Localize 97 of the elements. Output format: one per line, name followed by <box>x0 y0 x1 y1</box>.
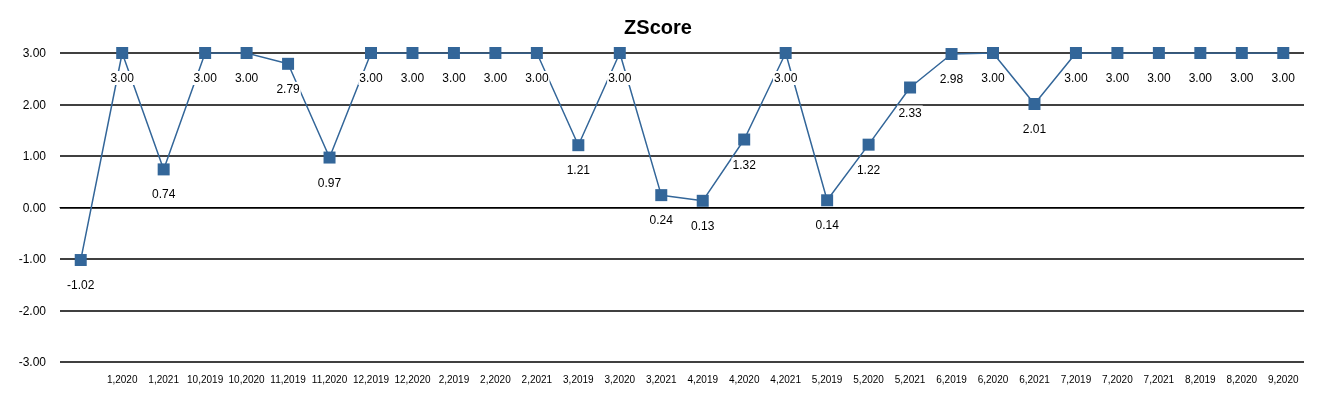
point <box>696 194 709 207</box>
x-tick-label: 5,2020 <box>853 373 885 385</box>
x-tick-label: 1,2021 <box>148 373 180 385</box>
point <box>489 47 502 59</box>
x-tick-label: 2,2019 <box>438 373 470 385</box>
point <box>779 47 792 59</box>
data-label: 3.00 <box>1147 71 1171 85</box>
data-label: 3.00 <box>525 71 549 85</box>
x-tick-label: 6,2019 <box>936 373 968 385</box>
data-label: 3.00 <box>1230 71 1254 85</box>
x-tick-label: 4,2020 <box>728 373 760 385</box>
x-tick-label: 5,2021 <box>894 373 926 385</box>
point <box>904 81 917 94</box>
x-tick-label: 9,2020 <box>1267 373 1299 385</box>
y-tick-label: 3.00 <box>22 46 47 60</box>
x-tick-label: 12,2019 <box>352 373 390 385</box>
point <box>1028 97 1041 110</box>
data-label: 0.14 <box>815 218 840 233</box>
point <box>1069 47 1082 59</box>
data-label: 3.00 <box>400 71 425 85</box>
x-tick-label: 6,2021 <box>1019 373 1051 385</box>
x-tick-label: 2,2021 <box>521 373 553 385</box>
point <box>821 194 834 207</box>
data-label: 3.00 <box>234 71 259 85</box>
y-tick-label: 1.00 <box>22 149 47 163</box>
point <box>116 47 129 59</box>
x-tick-label: 7,2019 <box>1060 373 1092 385</box>
x-tick-label: 3,2020 <box>604 373 636 385</box>
point <box>572 139 585 152</box>
point <box>323 151 336 164</box>
data-label: 2.98 <box>939 72 964 87</box>
chart-title: ZScore <box>624 16 692 38</box>
x-tick-label: 12,2020 <box>394 373 431 385</box>
data-label: 2.33 <box>898 105 923 120</box>
x-tick-label: 4,2019 <box>687 373 719 385</box>
data-label: 1.32 <box>732 157 757 172</box>
point <box>862 138 875 151</box>
point <box>240 47 253 59</box>
x-tick-label: 11,2019 <box>270 373 307 385</box>
point <box>365 47 377 59</box>
y-tick-label: -1.00 <box>18 252 47 266</box>
data-label: 0.97 <box>317 175 342 190</box>
data-label: 2.79 <box>276 81 301 96</box>
x-tick-label: 3,2019 <box>563 373 595 385</box>
point <box>1111 47 1124 59</box>
y-tick-label: -2.00 <box>18 303 47 318</box>
x-tick-label: 11,2020 <box>311 373 348 385</box>
data-label: 3.00 <box>1271 71 1296 85</box>
data-label: -1.02 <box>67 278 95 293</box>
data-label: 3.00 <box>773 71 798 85</box>
point <box>447 47 460 59</box>
x-tick-label: 1,2020 <box>106 373 138 385</box>
data-label: 3.00 <box>981 71 1005 85</box>
point <box>282 57 295 70</box>
x-tick-label: 6,2020 <box>977 373 1009 385</box>
data-label: 3.00 <box>1064 71 1088 85</box>
data-label: 3.00 <box>110 71 135 85</box>
point <box>157 163 170 176</box>
point <box>406 47 419 59</box>
point <box>1277 47 1290 59</box>
data-label: 3.00 <box>1188 71 1213 85</box>
x-tick-label: 10,2019 <box>187 373 224 385</box>
data-label: 3.00 <box>483 71 508 85</box>
data-label: 0.74 <box>151 187 176 202</box>
data-label: 3.00 <box>193 71 218 85</box>
x-tick-label: 5,2019 <box>811 373 843 385</box>
data-label: 1.21 <box>566 163 591 178</box>
data-label: 3.00 <box>359 71 383 85</box>
x-tick-label: 7,2021 <box>1143 373 1175 385</box>
point <box>613 47 626 59</box>
x-tick-label: 8,2020 <box>1226 373 1258 385</box>
point <box>530 47 543 59</box>
y-tick-label: 0.00 <box>22 200 47 215</box>
point <box>199 47 212 59</box>
point <box>1235 47 1248 59</box>
data-label: 0.13 <box>691 218 715 233</box>
x-tick-label: 3,2021 <box>645 373 677 385</box>
data-label: 1.22 <box>856 162 881 177</box>
point <box>987 47 999 59</box>
data-label: 0.24 <box>649 213 674 228</box>
x-tick-label: 8,2019 <box>1185 373 1217 385</box>
data-label: 3.00 <box>608 71 632 85</box>
data-label: 3.00 <box>1105 71 1130 85</box>
point <box>655 189 668 202</box>
point <box>738 133 751 146</box>
point <box>1194 47 1207 59</box>
y-tick-label: -3.00 <box>18 355 47 369</box>
x-tick-label: 7,2020 <box>1102 373 1134 385</box>
data-label: 3.00 <box>442 71 466 85</box>
y-tick-label: 2.00 <box>22 97 47 112</box>
data-label: 2.01 <box>1022 121 1047 136</box>
point <box>945 48 958 61</box>
point <box>1152 47 1165 59</box>
point <box>74 254 87 267</box>
x-tick-label: 10,2020 <box>228 373 266 385</box>
x-tick-label: 4,2021 <box>770 373 802 385</box>
x-tick-label: 2,2020 <box>480 373 512 385</box>
